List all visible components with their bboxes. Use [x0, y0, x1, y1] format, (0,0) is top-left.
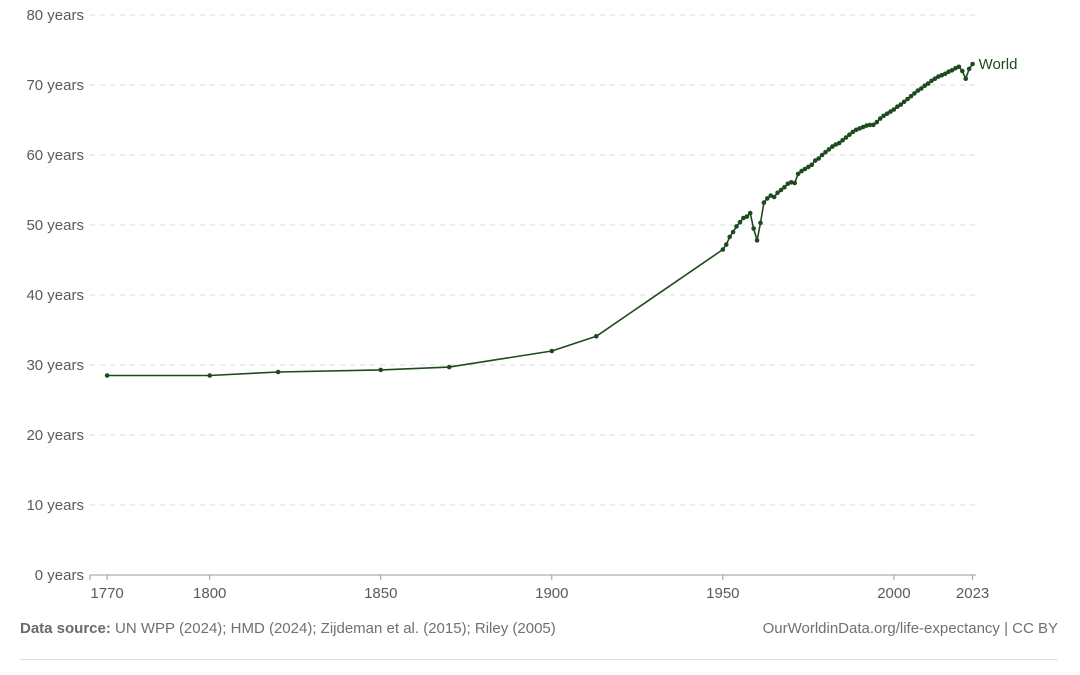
- series-world: World: [104, 56, 1018, 378]
- data-point: [802, 166, 808, 172]
- data-point: [871, 122, 876, 128]
- life-expectancy-line-chart: 0 years 10 years 20 years 30 years 40 years 5…: [26, 7, 1018, 602]
- footer-divider: [20, 659, 1058, 660]
- data-point: [819, 152, 825, 158]
- y-tick-label: 30 years: [26, 357, 84, 374]
- data-point: [378, 367, 384, 373]
- data-point: [744, 214, 750, 219]
- y-tick-label: 0 years: [35, 567, 84, 584]
- data-point: [758, 220, 763, 226]
- data-point: [730, 229, 736, 235]
- x-axis: 1770 1800 1850 1900 1950 2000 2023: [89, 574, 989, 602]
- data-point: [809, 162, 815, 168]
- data-point: [891, 107, 897, 112]
- data-point: [275, 369, 281, 375]
- data-point: [823, 149, 828, 155]
- data-point: [963, 76, 969, 81]
- data-point: [593, 334, 599, 339]
- data-point: [826, 147, 832, 152]
- data-point: [847, 132, 852, 137]
- data-point: [898, 102, 904, 107]
- data-point: [788, 180, 794, 185]
- data-point: [877, 116, 883, 121]
- data-point: [970, 61, 975, 67]
- data-point: [960, 68, 965, 74]
- data-point: [932, 76, 938, 81]
- data-point: [884, 111, 890, 116]
- data-point: [908, 93, 914, 99]
- y-tick-label: 40 years: [26, 287, 84, 304]
- data-point: [864, 123, 869, 128]
- data-point: [929, 78, 934, 84]
- data-point: [771, 194, 777, 200]
- data-point: [830, 144, 835, 149]
- data-point: [888, 109, 893, 114]
- data-point: [795, 171, 801, 177]
- x-tick-label: 1900: [535, 585, 568, 602]
- data-point: [816, 156, 821, 161]
- data-point: [761, 200, 767, 205]
- data-source-text: UN WPP (2024); HMD (2024); Zijdeman et a…: [110, 620, 556, 637]
- data-point: [727, 234, 732, 240]
- data-point: [446, 364, 452, 370]
- data-point: [915, 88, 921, 93]
- data-point: [901, 99, 907, 105]
- data-point: [966, 66, 972, 72]
- x-tick-label: 1800: [193, 585, 226, 602]
- x-tick-label: 2000: [877, 585, 910, 602]
- data-point: [949, 68, 955, 73]
- data-point: [867, 122, 873, 128]
- data-point: [775, 190, 780, 196]
- y-tick-label: 20 years: [26, 427, 84, 444]
- x-tick-label: 1950: [706, 585, 739, 602]
- data-point: [895, 104, 900, 109]
- gridlines: [90, 14, 976, 506]
- data-point: [747, 210, 753, 216]
- x-tick-label: 1850: [364, 585, 397, 602]
- data-point: [912, 91, 917, 96]
- data-point: [792, 180, 797, 186]
- x-tick-label: 2023: [956, 585, 989, 602]
- x-tick-label: 1770: [90, 585, 123, 602]
- data-point: [918, 86, 924, 91]
- data-point: [836, 140, 842, 146]
- y-tick-label: 50 years: [26, 217, 84, 234]
- data-point: [104, 373, 110, 378]
- series-line-world: [107, 63, 974, 377]
- y-axis: 0 years 10 years 20 years 30 years 40 years 5…: [26, 7, 84, 584]
- data-point: [850, 129, 856, 135]
- data-point: [754, 238, 760, 243]
- data-source: Data source: UN WPP (2024); HMD (2024); …: [20, 620, 556, 637]
- data-point: [799, 168, 804, 174]
- y-tick-label: 80 years: [26, 7, 84, 24]
- y-tick-label: 70 years: [26, 77, 84, 94]
- data-point: [874, 119, 880, 125]
- data-point: [778, 187, 784, 193]
- data-point: [720, 247, 726, 252]
- data-point: [812, 158, 818, 163]
- data-point: [549, 348, 555, 354]
- data-point: [843, 135, 849, 140]
- data-point: [806, 164, 811, 170]
- data-point: [956, 64, 962, 70]
- data-source-label: Data source:: [20, 620, 111, 637]
- data-point: [751, 226, 756, 231]
- data-point: [765, 196, 770, 201]
- data-point: [922, 83, 927, 88]
- data-point: [723, 242, 729, 247]
- credit-link[interactable]: OurWorldinData.org/life-expectancy | CC …: [762, 620, 1058, 637]
- data-point: [207, 373, 213, 378]
- data-point: [734, 224, 739, 229]
- series-label-world: World: [979, 56, 1018, 73]
- y-tick-label: 10 years: [26, 497, 84, 514]
- data-point: [881, 113, 886, 119]
- data-point: [782, 184, 787, 190]
- data-point: [840, 138, 845, 143]
- data-point: [925, 81, 931, 86]
- data-point: [905, 96, 910, 102]
- data-point: [942, 71, 948, 77]
- y-tick-label: 60 years: [26, 147, 84, 164]
- data-point: [737, 219, 743, 225]
